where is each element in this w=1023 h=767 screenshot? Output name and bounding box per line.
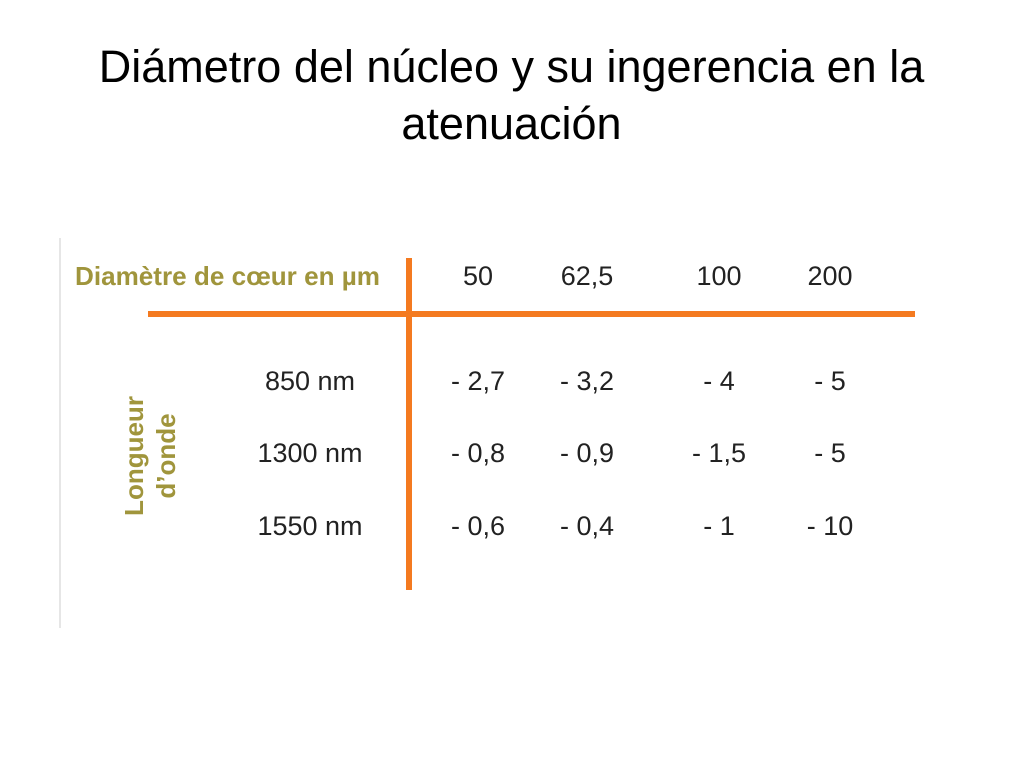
slide-title: Diámetro del núcleo y su ingerencia en l… [98,41,925,149]
cell: - 1,5 [692,438,746,468]
row-label: 850 nm [265,366,355,396]
header-label: Diamètre de cœur en µm [75,261,380,291]
cell: - 1 [703,511,735,541]
column-header: 100 [696,261,741,291]
cell: - 0,9 [560,438,614,468]
row-label: 1300 nm [257,438,362,468]
column-header: 62,5 [561,261,614,291]
row-label: 1550 nm [257,511,362,541]
cell: - 0,4 [560,511,614,541]
cell: - 5 [814,366,846,396]
column-header: 50 [463,261,493,291]
row-group-label: Longueur [119,396,149,516]
cell: - 3,2 [560,366,614,396]
cell: - 4 [703,366,735,396]
cell: - 0,6 [451,511,505,541]
column-header: 200 [807,261,852,291]
row-group-label: d’onde [151,413,181,498]
cell: - 5 [814,438,846,468]
cell: - 10 [807,511,854,541]
cell: - 0,8 [451,438,505,468]
cell: - 2,7 [451,366,505,396]
table-body: 50 62,5 100 200 850 nm - 2,7 - 3,2 - 4 - 5 1300 n… [257,261,853,541]
